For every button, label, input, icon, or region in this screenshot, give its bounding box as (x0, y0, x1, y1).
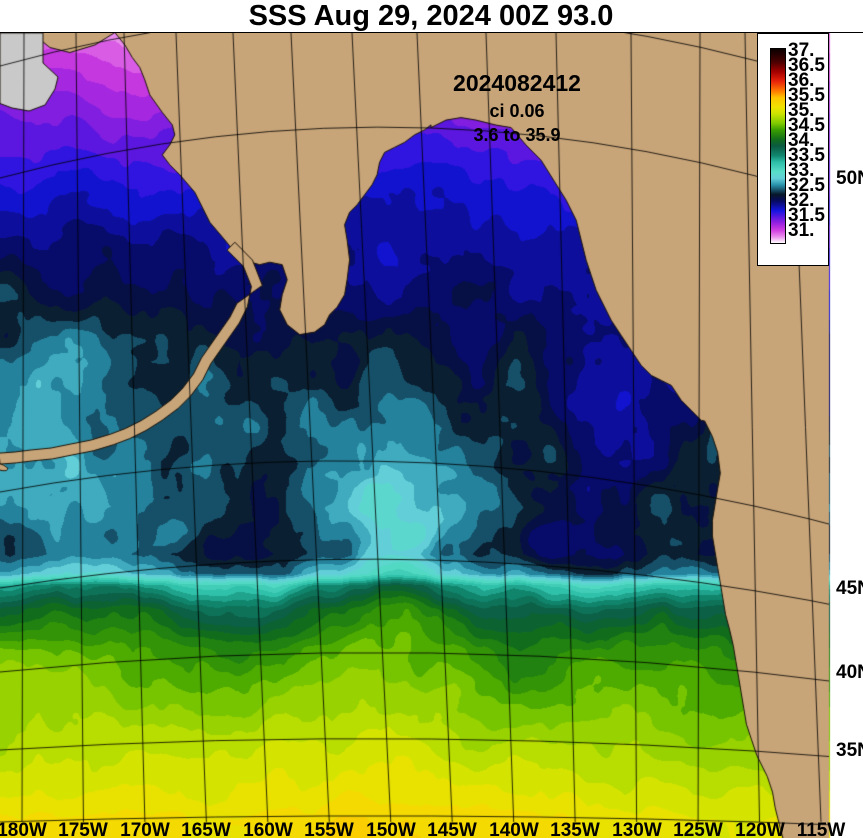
svg-text:31.: 31. (788, 220, 814, 241)
svg-text:SSS Aug 29, 2024 00Z 93.0: SSS Aug 29, 2024 00Z 93.0 (249, 0, 614, 32)
